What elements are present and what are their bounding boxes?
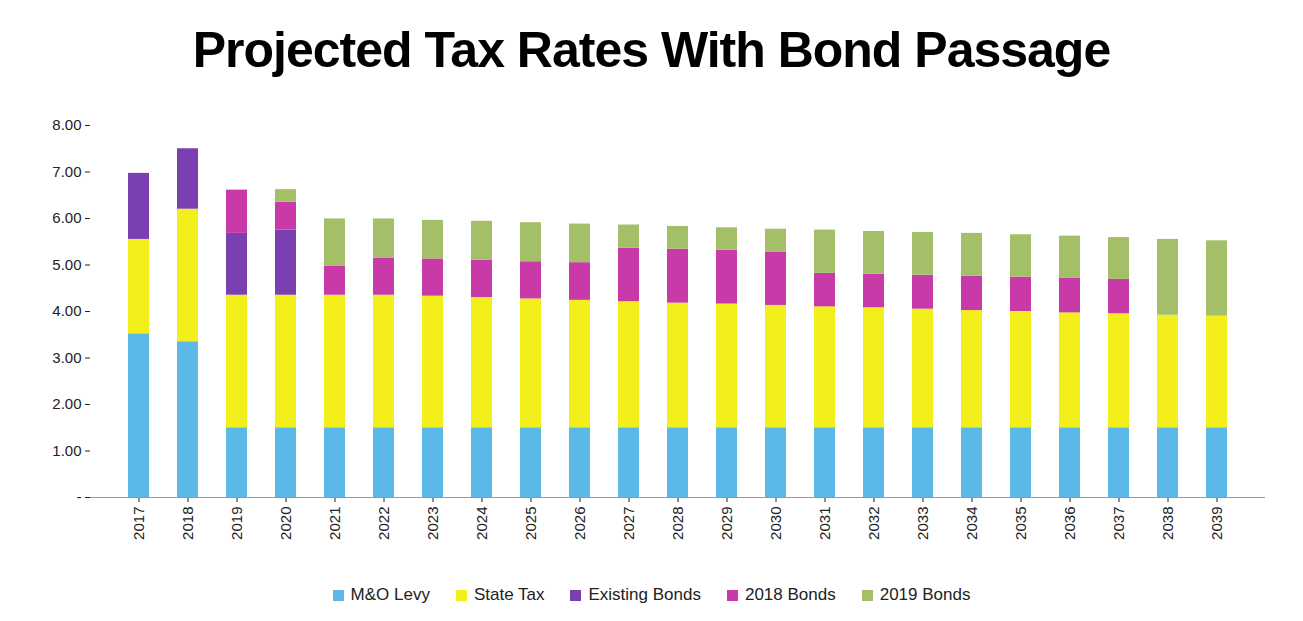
svg-text:2039: 2039 [1208, 507, 1225, 540]
html-text:2019 Bonds: 2019 Bonds [879, 585, 971, 604]
svg-text:2031: 2031 [816, 507, 833, 540]
svg-text:5.00: 5.00 [52, 256, 81, 273]
svg-text:7.00: 7.00 [52, 163, 81, 180]
svg-text:3.00: 3.00 [52, 349, 81, 366]
svg-text:2028: 2028 [669, 507, 686, 540]
svg-text:2029: 2029 [718, 507, 735, 540]
svg-text:2038: 2038 [1159, 507, 1176, 540]
html-text:State Tax: State Tax [473, 585, 545, 604]
svg-text:2036: 2036 [1061, 507, 1078, 540]
svg-text:2022: 2022 [375, 507, 392, 540]
svg-text:6.00: 6.00 [52, 209, 81, 226]
svg-text:4.00: 4.00 [52, 302, 81, 319]
html-text:M&O Levy: M&O Levy [350, 585, 430, 604]
svg-text:2027: 2027 [620, 507, 637, 540]
svg-text:2030: 2030 [767, 507, 784, 540]
html-text:Projected Tax Rates With Bond: Projected Tax Rates With Bond Passage [192, 22, 1111, 78]
svg-text:2.00: 2.00 [52, 395, 81, 412]
svg-text:-: - [77, 488, 82, 505]
html-text:2018 Bonds: 2018 Bonds [744, 585, 836, 604]
svg-text:2032: 2032 [865, 507, 882, 540]
svg-text:2025: 2025 [522, 507, 539, 540]
svg-text:2018: 2018 [179, 507, 196, 540]
svg-text:8.00: 8.00 [52, 116, 81, 133]
svg-text:1.00: 1.00 [52, 442, 81, 459]
svg-text:2019: 2019 [228, 507, 245, 540]
svg-text:2033: 2033 [914, 507, 931, 540]
svg-text:2017: 2017 [130, 507, 147, 540]
svg-text:2023: 2023 [424, 507, 441, 540]
svg-text:2020: 2020 [277, 507, 294, 540]
svg-text:2035: 2035 [1012, 507, 1029, 540]
svg-text:2034: 2034 [963, 507, 980, 540]
svg-text:2024: 2024 [473, 507, 490, 540]
svg-text:2037: 2037 [1110, 507, 1127, 540]
svg-text:2026: 2026 [571, 507, 588, 540]
svg-text:2021: 2021 [326, 507, 343, 540]
html-text:Existing Bonds: Existing Bonds [588, 585, 701, 604]
